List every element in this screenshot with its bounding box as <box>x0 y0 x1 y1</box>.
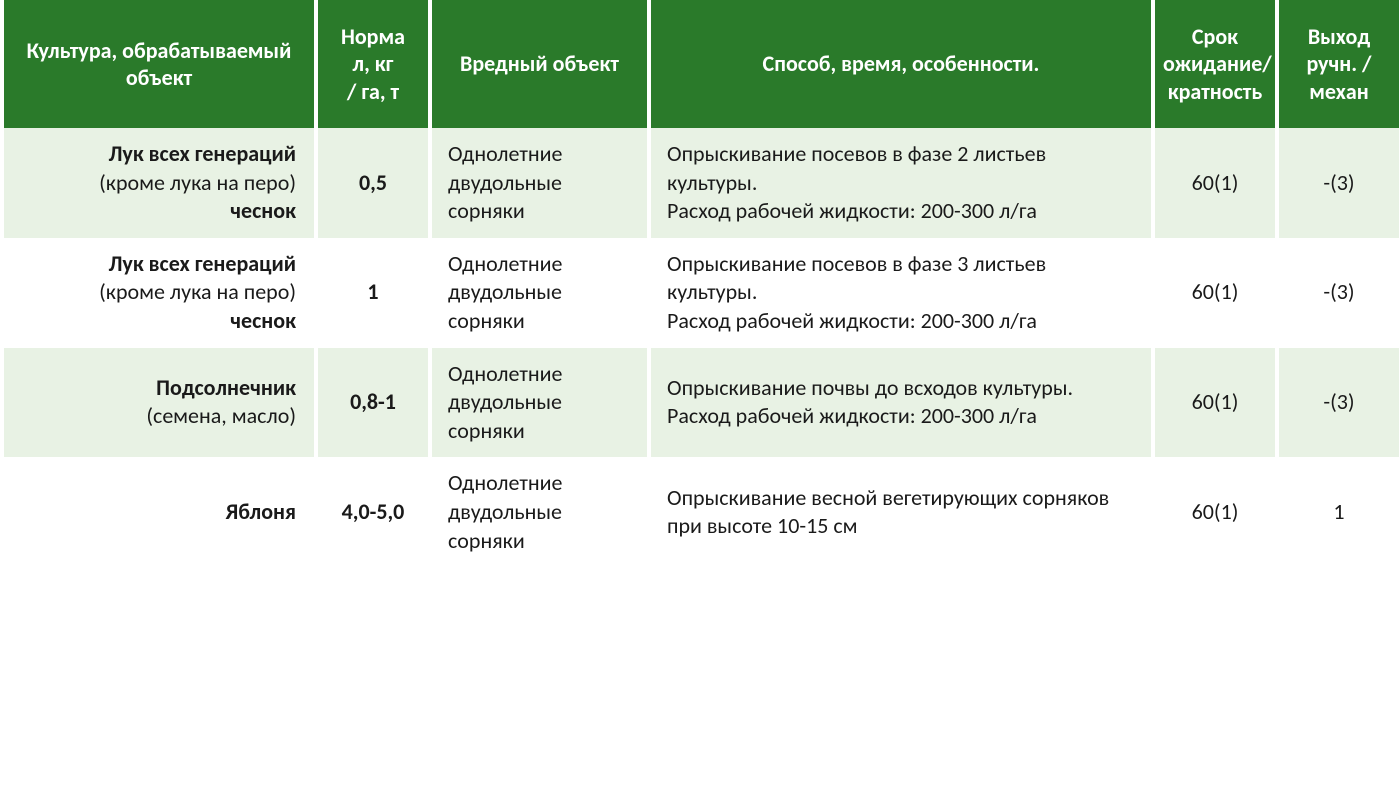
col-header-pest: Вредный объект <box>432 0 647 128</box>
cell-exit: -(3) <box>1279 348 1399 458</box>
cell-culture: Лук всех генераций (кроме лука на перо) … <box>4 238 314 348</box>
culture-main: Яблоня <box>20 498 296 527</box>
table-row: Подсолнечник (семена, масло) 0,8-1 Однол… <box>4 348 1399 458</box>
culture-note: (кроме лука на перо) <box>20 278 296 307</box>
cell-method: Опрыскивание весной вегетирующих сорняко… <box>651 457 1151 567</box>
cell-pest: Однолетние двудольные сорняки <box>432 457 647 567</box>
col-header-norm: Нормал, кг/ га, т <box>318 0 428 128</box>
cell-culture: Подсолнечник (семена, масло) <box>4 348 314 458</box>
header-row: Культура, обрабатываемый объект Нормал, … <box>4 0 1399 128</box>
cell-pest: Однолетние двудольные сорняки <box>432 238 647 348</box>
table-row: Лук всех генераций (кроме лука на перо) … <box>4 238 1399 348</box>
culture-main: Подсолнечник <box>20 374 296 403</box>
cell-method: Опрыскивание посевов в фазе 2 листьев ку… <box>651 128 1151 238</box>
culture-note: (кроме лука на перо) <box>20 169 296 198</box>
col-header-method: Способ, время, особенности. <box>651 0 1151 128</box>
cell-wait: 60(1) <box>1155 238 1275 348</box>
cell-wait: 60(1) <box>1155 457 1275 567</box>
cell-exit: -(3) <box>1279 128 1399 238</box>
culture-main: Лук всех генераций <box>20 140 296 169</box>
cell-wait: 60(1) <box>1155 128 1275 238</box>
cell-pest: Однолетние двудольные сорняки <box>432 348 647 458</box>
culture-extra: чеснок <box>20 307 296 336</box>
table-row: Лук всех генераций (кроме лука на перо) … <box>4 128 1399 238</box>
col-header-exit: Выход ручн. /механ <box>1279 0 1399 128</box>
cell-culture: Яблоня <box>4 457 314 567</box>
col-header-culture: Культура, обрабатываемый объект <box>4 0 314 128</box>
cell-culture: Лук всех генераций (кроме лука на перо) … <box>4 128 314 238</box>
cell-method: Опрыскивание почвы до всходов культуры.Р… <box>651 348 1151 458</box>
culture-note: (семена, масло) <box>20 402 296 431</box>
cell-norm: 4,0-5,0 <box>318 457 428 567</box>
cell-pest: Однолетние двудольные сорняки <box>432 128 647 238</box>
cell-exit: -(3) <box>1279 238 1399 348</box>
cell-norm: 0,8-1 <box>318 348 428 458</box>
cell-exit: 1 <box>1279 457 1399 567</box>
culture-extra: чеснок <box>20 197 296 226</box>
table-row: Яблоня 4,0-5,0 Однолетние двудольные сор… <box>4 457 1399 567</box>
cell-method: Опрыскивание посевов в фазе 3 листьев ку… <box>651 238 1151 348</box>
table-body: Лук всех генераций (кроме лука на перо) … <box>4 128 1399 567</box>
col-header-wait: Срок ожидание/ кратность <box>1155 0 1275 128</box>
cell-wait: 60(1) <box>1155 348 1275 458</box>
cell-norm: 1 <box>318 238 428 348</box>
herbicide-table: Культура, обрабатываемый объект Нормал, … <box>0 0 1400 567</box>
cell-norm: 0,5 <box>318 128 428 238</box>
culture-main: Лук всех генераций <box>20 250 296 279</box>
